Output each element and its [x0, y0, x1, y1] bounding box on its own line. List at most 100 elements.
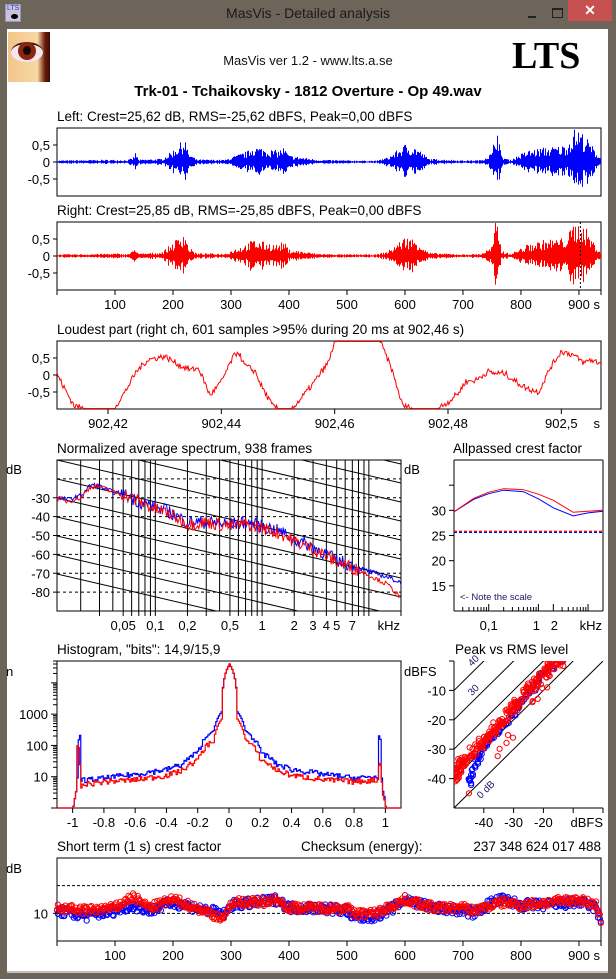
short-term-crest-point-right	[280, 899, 287, 906]
peak-vs-rms-diagonal-label: 0 dB	[475, 779, 498, 802]
peak-vs-rms-point-right	[472, 748, 479, 755]
peak-vs-rms-crest-line	[454, 661, 545, 750]
peak-vs-rms-point-right	[533, 685, 540, 693]
peak-vs-rms-crest-line	[454, 661, 515, 721]
peak-vs-rms-point-left	[468, 781, 475, 789]
peak-vs-rms-point-right	[514, 707, 521, 714]
loudest-part-line	[56, 340, 602, 411]
short-term-crest-xtick-label: 200	[162, 948, 184, 963]
peak-vs-rms-point-right	[494, 753, 501, 760]
peak-vs-rms-point-right	[525, 680, 532, 687]
spectrum-ylabel: dB	[6, 462, 22, 477]
checksum-label: Checksum (energy):	[301, 839, 423, 854]
short-term-crest-point-right	[222, 911, 229, 918]
spectrum-slope-line	[218, 460, 401, 503]
short-term-crest-point-right	[114, 904, 121, 911]
right-waveform-xtick-label: 300	[220, 297, 242, 312]
peak-vs-rms-point-right	[534, 682, 541, 689]
histogram-ytick-label: 1000	[19, 707, 48, 722]
peak-vs-rms-diagonal-label: 30	[466, 682, 482, 698]
peak-vs-rms-point-right	[536, 674, 543, 681]
minimize-button[interactable]	[524, 6, 542, 22]
short-term-crest-xtick-label: 800	[510, 948, 532, 963]
short-term-crest-point-right	[146, 901, 153, 908]
peak-vs-rms-point-right	[475, 738, 482, 745]
track-title: Trk-01 - Tchaikovsky - 1812 Overture - O…	[134, 83, 482, 100]
short-term-crest-title: Short term (1 s) crest factor	[57, 839, 222, 854]
short-term-crest-point-right	[247, 903, 254, 910]
short-term-crest-point-right	[290, 907, 297, 915]
close-button[interactable]: ✕	[568, 0, 612, 21]
loudest-part-xtick-label: 902,48	[428, 416, 468, 431]
right-waveform-title: Right: Crest=25,85 dB, RMS=-25,85 dBFS, …	[57, 203, 421, 218]
title-bar: LTS MasVis - Detailed analysis ✕	[0, 0, 616, 28]
allpassed-crest-xtick-label: 0,1	[480, 618, 498, 633]
peak-vs-rms-point-right	[546, 661, 553, 667]
left-waveform-ytick-label: -0,5	[28, 172, 50, 187]
short-term-crest-point-right	[380, 909, 387, 916]
short-term-crest-point-right	[324, 907, 332, 914]
peak-vs-rms-point-right	[466, 744, 473, 751]
peak-vs-rms-point-left	[467, 774, 474, 782]
histogram-xtick-label: -0.4	[155, 815, 177, 830]
short-term-crest-point-right	[184, 897, 191, 904]
checksum-value: 237 348 624 017 488	[473, 839, 601, 854]
right-waveform-xtick-label: 500	[336, 297, 358, 312]
loudest-part-ytick-label: 0	[43, 368, 50, 383]
lts-logo: LTS	[512, 35, 581, 77]
short-term-crest-xunit: s	[594, 948, 601, 963]
histogram-ylabel: n	[6, 664, 13, 679]
right-waveform-ytick-label: 0,5	[32, 232, 50, 247]
spectrum-ytick-label: -80	[31, 585, 50, 600]
short-term-crest-xtick-label: 900	[568, 948, 590, 963]
histogram-xtick-label: -0.8	[93, 815, 115, 830]
peak-vs-rms-point-right	[463, 754, 470, 762]
peak-vs-rms-point-right	[558, 661, 564, 663]
short-term-crest-ytick-label: 10	[34, 906, 48, 921]
peak-vs-rms-point-right	[530, 675, 538, 682]
allpassed-crest-ylabel: dB	[404, 462, 420, 477]
spectrum-xtick-label: 7	[349, 618, 356, 633]
allpassed-crest-ytick-label: 15	[432, 579, 446, 594]
peak-vs-rms-ytick-label: -20	[427, 713, 446, 728]
histogram-line-right	[57, 663, 401, 809]
short-term-crest-point-right	[417, 904, 424, 911]
allpassed-crest-xtick-label: 2	[551, 618, 558, 633]
left-waveform-signal	[57, 129, 601, 187]
short-term-crest-point-right	[595, 907, 603, 914]
peak-vs-rms-ytick-label: -40	[427, 772, 446, 787]
allpassed-crest-xunit: kHz	[580, 618, 602, 633]
peak-vs-rms-point-left	[466, 775, 473, 783]
peak-vs-rms-point-right	[520, 686, 527, 693]
peak-vs-rms-point-right	[518, 696, 525, 703]
short-term-crest-point-right	[156, 905, 163, 912]
peak-vs-rms-point-right	[560, 662, 567, 670]
spectrum-xtick-label: 5	[333, 618, 340, 633]
maximize-button[interactable]	[549, 6, 567, 22]
app-icon[interactable]: LTS	[5, 4, 21, 22]
spectrum-slope-line	[57, 535, 382, 611]
peak-vs-rms-ytick-label: -10	[427, 683, 446, 698]
short-term-crest-point-right	[340, 907, 347, 915]
short-term-crest-point-right	[437, 901, 444, 908]
right-waveform-xtick-label: 400	[278, 297, 300, 312]
histogram-xtick-label: -0.2	[187, 815, 209, 830]
short-term-crest-point-right	[420, 905, 427, 912]
short-term-crest-point-right	[294, 908, 301, 916]
histogram-xtick-label: -0.6	[124, 815, 146, 830]
short-term-crest-point-right	[514, 900, 521, 907]
histogram-ytick-label: 100	[26, 738, 48, 753]
right-waveform-xtick-label: 700	[452, 297, 474, 312]
right-waveform-ytick-label: 0	[43, 249, 50, 264]
peak-vs-rms-point-right	[509, 734, 517, 741]
short-term-crest-point-right	[206, 906, 213, 913]
short-term-crest-xtick-label: 100	[104, 948, 126, 963]
short-term-crest-point-right	[423, 906, 430, 913]
allpassed-crest-annotation: <- Note the scale	[460, 592, 532, 603]
right-waveform-ytick-label: -0,5	[28, 266, 50, 281]
peak-vs-rms-point-right	[485, 738, 492, 745]
short-term-crest-xtick-label: 500	[336, 948, 358, 963]
spectrum-ytick-label: -70	[31, 566, 50, 581]
peak-vs-rms-point-right	[546, 672, 553, 680]
